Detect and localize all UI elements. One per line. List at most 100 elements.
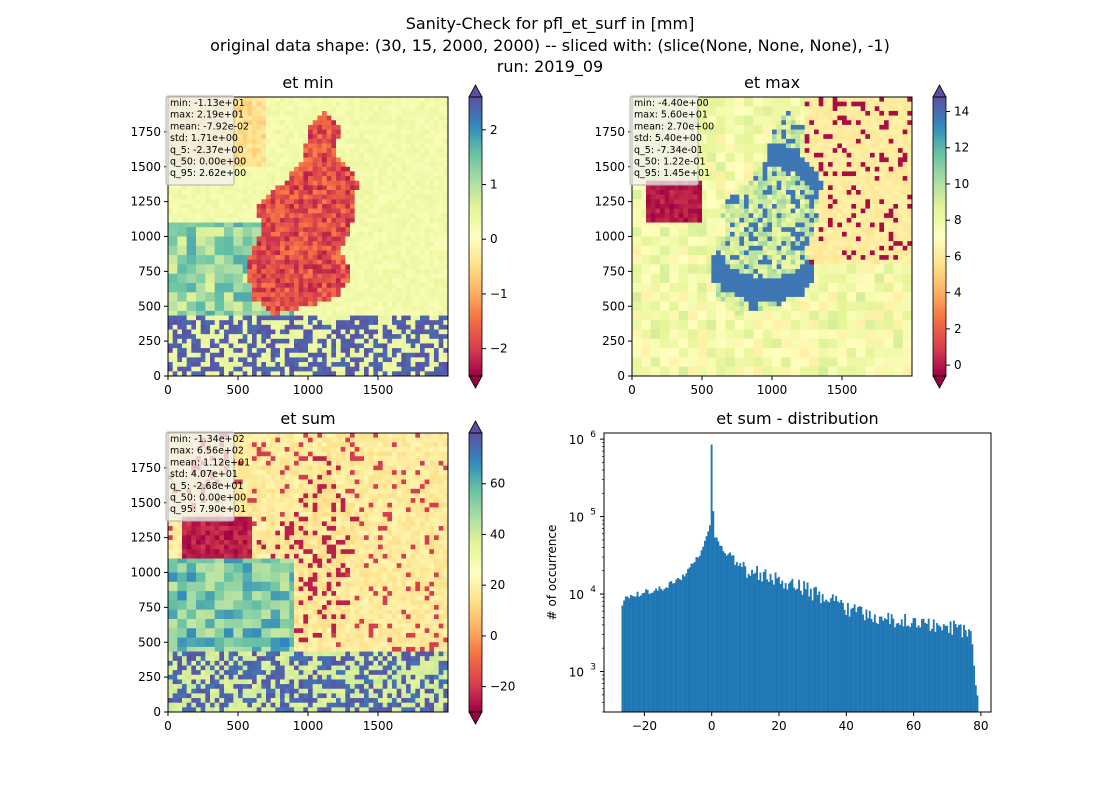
heatmap-cell bbox=[434, 190, 440, 196]
heatmap-cell bbox=[401, 143, 407, 149]
heatmap-cell bbox=[317, 296, 323, 302]
heatmap-cell bbox=[177, 292, 183, 298]
heatmap-cell bbox=[846, 157, 852, 163]
heatmap-cell bbox=[734, 134, 740, 140]
heatmap-cell bbox=[415, 203, 421, 209]
heatmap-cell bbox=[219, 306, 225, 312]
heatmap-cell bbox=[266, 292, 272, 298]
heatmap-cell bbox=[725, 171, 731, 177]
heatmap-cell bbox=[345, 162, 351, 168]
heatmap-cell bbox=[233, 227, 239, 233]
heatmap-cell bbox=[420, 171, 426, 177]
heatmap-cell bbox=[874, 134, 880, 140]
heatmap-cell bbox=[275, 362, 281, 368]
heatmap-cell bbox=[438, 166, 444, 172]
heatmap-cell bbox=[359, 301, 365, 307]
heatmap-cell bbox=[261, 162, 267, 168]
heatmap-cell bbox=[284, 185, 290, 191]
heatmap-cell bbox=[373, 106, 379, 112]
heatmap-cell bbox=[410, 357, 416, 363]
heatmap-cell bbox=[252, 264, 258, 270]
heatmap-cell bbox=[720, 171, 726, 177]
heatmap-cell bbox=[424, 362, 430, 368]
heatmap-cell bbox=[730, 176, 736, 182]
heatmap-cell bbox=[828, 157, 834, 163]
heatmap-cell bbox=[401, 222, 407, 228]
heatmap-cell bbox=[392, 310, 398, 316]
heatmap-cell bbox=[888, 171, 894, 177]
heatmap-cell bbox=[298, 157, 304, 163]
heatmap-cell bbox=[261, 278, 267, 284]
heatmap-cell bbox=[443, 222, 449, 228]
heatmap-cell bbox=[832, 176, 838, 182]
heatmap-cell bbox=[228, 292, 234, 298]
heatmap-cell bbox=[256, 199, 262, 205]
heatmap-cell bbox=[261, 138, 267, 144]
colorbar-segment bbox=[469, 236, 482, 241]
heatmap-cell bbox=[317, 338, 323, 344]
heatmap-cell bbox=[289, 241, 295, 247]
heatmap-cell bbox=[387, 301, 393, 307]
heatmap-cell bbox=[706, 143, 712, 149]
heatmap-cell bbox=[424, 301, 430, 307]
heatmap-cell bbox=[823, 97, 829, 103]
heatmap-cell bbox=[846, 129, 852, 135]
heatmap-cell bbox=[373, 241, 379, 247]
heatmap-cell bbox=[252, 334, 258, 340]
heatmap-cell bbox=[429, 134, 435, 140]
heatmap-cell bbox=[396, 134, 402, 140]
heatmap-cell bbox=[350, 329, 356, 335]
heatmap-cell bbox=[874, 110, 880, 116]
colorbar-segment bbox=[469, 198, 482, 203]
heatmap-cell bbox=[345, 315, 351, 321]
heatmap-cell bbox=[429, 227, 435, 233]
heatmap-cell bbox=[697, 185, 703, 191]
heatmap-cell bbox=[326, 97, 332, 103]
heatmap-cell bbox=[382, 310, 388, 316]
heatmap-cell bbox=[359, 362, 365, 368]
heatmap-cell bbox=[818, 101, 824, 107]
heatmap-cell bbox=[359, 269, 365, 275]
heatmap-cell bbox=[294, 362, 300, 368]
heatmap-cell bbox=[350, 115, 356, 121]
heatmap-cell bbox=[410, 203, 416, 209]
heatmap-cell bbox=[434, 362, 440, 368]
heatmap-cell bbox=[261, 245, 267, 251]
heatmap-cell bbox=[410, 306, 416, 312]
heatmap-cell bbox=[410, 320, 416, 326]
heatmap-cell bbox=[818, 171, 824, 177]
heatmap-cell bbox=[228, 259, 234, 265]
heatmap-cell bbox=[800, 143, 806, 149]
heatmap-cell bbox=[443, 213, 449, 219]
heatmap-cell bbox=[247, 320, 253, 326]
heatmap-cell bbox=[424, 203, 430, 209]
heatmap-cell bbox=[674, 185, 680, 191]
heatmap-cell bbox=[191, 329, 197, 335]
heatmap-cell bbox=[177, 190, 183, 196]
heatmap-cell bbox=[678, 185, 684, 191]
heatmap-cell bbox=[744, 138, 750, 144]
heatmap-cell bbox=[238, 106, 244, 112]
colorbar-extend-top bbox=[468, 84, 483, 98]
heatmap-cell bbox=[387, 338, 393, 344]
heatmap-cell bbox=[406, 269, 412, 275]
heatmap-cell bbox=[387, 176, 393, 182]
heatmap-cell bbox=[434, 287, 440, 293]
heatmap-cell bbox=[753, 171, 759, 177]
heatmap-cell bbox=[280, 348, 286, 354]
heatmap-cell bbox=[322, 148, 328, 154]
heatmap-cell bbox=[289, 259, 295, 265]
heatmap-cell bbox=[345, 292, 351, 298]
heatmap-cell bbox=[359, 124, 365, 130]
heatmap-cell bbox=[182, 194, 188, 200]
heatmap-cell bbox=[387, 315, 393, 321]
heatmap-cell bbox=[392, 129, 398, 135]
heatmap-cell bbox=[350, 371, 356, 377]
heatmap-cell bbox=[242, 259, 248, 265]
heatmap-cell bbox=[702, 101, 708, 107]
heatmap-cell bbox=[219, 362, 225, 368]
heatmap-cell bbox=[396, 259, 402, 265]
heatmap-cell bbox=[725, 138, 731, 144]
heatmap-cell bbox=[396, 348, 402, 354]
heatmap-cell bbox=[641, 185, 647, 191]
